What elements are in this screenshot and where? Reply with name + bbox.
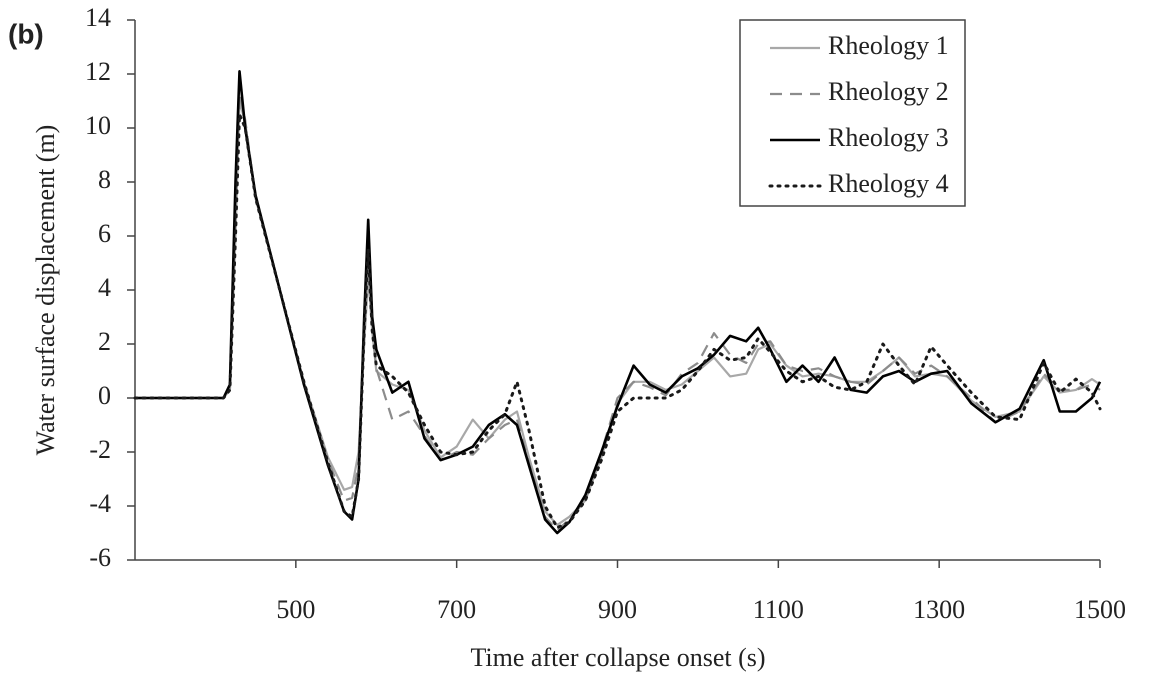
panel-label: (b): [8, 18, 44, 49]
y-tick-label: -4: [89, 489, 111, 518]
series-line: [133, 113, 1102, 530]
y-tick-label: -2: [89, 435, 111, 464]
y-tick-label: 4: [98, 273, 111, 302]
legend-box: [739, 19, 966, 207]
legend-label: Rheology 3: [828, 123, 949, 152]
y-axis-label: Water surface displacement (m): [31, 125, 60, 456]
legend-label: Rheology 1: [828, 31, 949, 60]
y-tick-label: 8: [98, 165, 111, 194]
y-tick-label: 0: [98, 381, 111, 410]
x-tick-label: 1300: [913, 595, 965, 624]
y-tick-label: 14: [85, 3, 111, 32]
x-tick-label: 1100: [753, 595, 804, 624]
y-tick-label: 10: [85, 111, 111, 140]
y-tick-label: 12: [85, 57, 111, 86]
legend-label: Rheology 4: [828, 169, 949, 198]
x-tick-label: 500: [276, 595, 315, 624]
y-tick-label: 6: [98, 219, 111, 248]
x-tick-label: 700: [437, 595, 476, 624]
y-tick-label: -6: [89, 543, 111, 572]
y-tick-label: 2: [98, 327, 111, 356]
x-tick-label: 900: [598, 595, 637, 624]
legend-label: Rheology 2: [828, 77, 949, 106]
x-tick-label: 1500: [1074, 595, 1126, 624]
x-axis-label: Time after collapse onset (s): [470, 643, 765, 672]
